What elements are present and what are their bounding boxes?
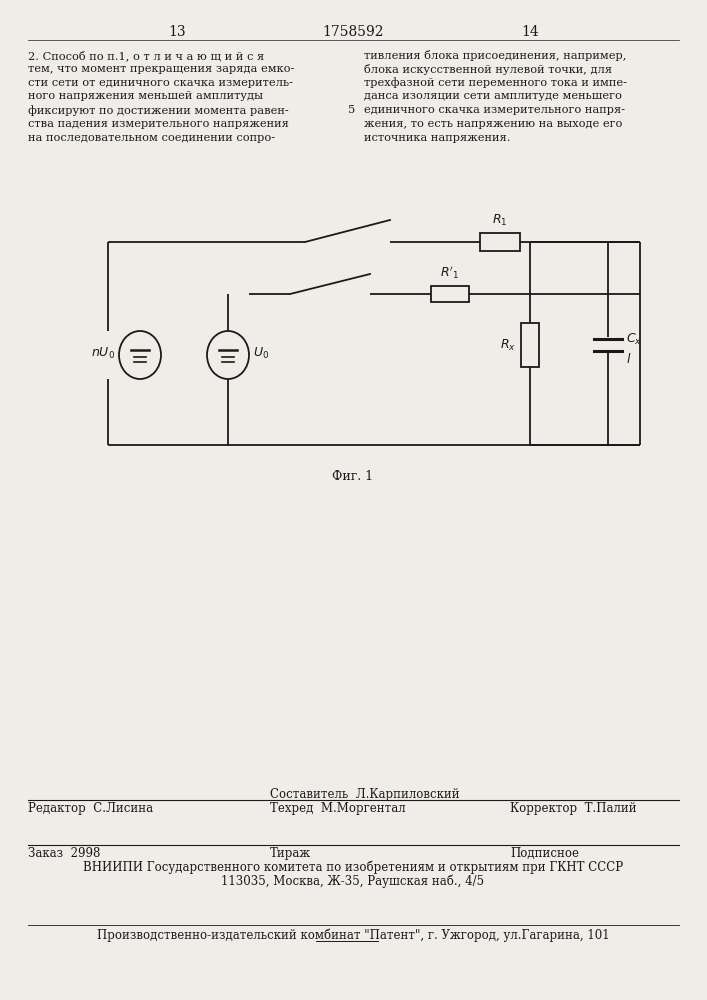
Text: единичного скачка измерительного напря-: единичного скачка измерительного напря-	[364, 105, 625, 115]
Ellipse shape	[119, 331, 161, 379]
Text: Редактор  С.Лисина: Редактор С.Лисина	[28, 802, 153, 815]
Text: $U_0$: $U_0$	[253, 345, 269, 361]
Text: 1758592: 1758592	[322, 25, 384, 39]
Text: 14: 14	[521, 25, 539, 39]
Text: $R'_1$: $R'_1$	[440, 264, 460, 281]
Text: ства падения измерительного напряжения: ства падения измерительного напряжения	[28, 119, 289, 129]
Text: $nU_0$: $nU_0$	[91, 345, 115, 361]
Text: Составитель  Л.Карпиловский: Составитель Л.Карпиловский	[270, 788, 460, 801]
Text: 13: 13	[168, 25, 186, 39]
Text: Корректор  Т.Палий: Корректор Т.Палий	[510, 802, 636, 815]
Text: трехфазной сети переменного тока и импе-: трехфазной сети переменного тока и импе-	[364, 78, 627, 88]
Text: тивления блока присоединения, например,: тивления блока присоединения, например,	[364, 50, 626, 61]
Text: $R_1$: $R_1$	[492, 213, 508, 228]
FancyBboxPatch shape	[521, 323, 539, 367]
Text: ВНИИПИ Государственного комитета по изобретениям и открытиям при ГКНТ СССР: ВНИИПИ Государственного комитета по изоб…	[83, 861, 623, 874]
Text: 2. Способ по п.1, о т л и ч а ю щ и й с я: 2. Способ по п.1, о т л и ч а ю щ и й с …	[28, 50, 264, 61]
Text: Тираж: Тираж	[270, 847, 311, 860]
FancyBboxPatch shape	[431, 286, 469, 302]
Text: Подписное: Подписное	[510, 847, 579, 860]
Text: источника напряжения.: источника напряжения.	[364, 133, 510, 143]
Text: ного напряжения меньшей амплитуды: ного напряжения меньшей амплитуды	[28, 91, 263, 101]
Text: жения, то есть напряжению на выходе его: жения, то есть напряжению на выходе его	[364, 119, 622, 129]
Text: $C_x$: $C_x$	[626, 331, 642, 347]
Text: 113035, Москва, Ж-35, Раушская наб., 4/5: 113035, Москва, Ж-35, Раушская наб., 4/5	[221, 875, 484, 888]
Text: сти сети от единичного скачка измеритель-: сти сети от единичного скачка измеритель…	[28, 78, 293, 88]
Text: Заказ  2998: Заказ 2998	[28, 847, 100, 860]
Text: 5: 5	[349, 105, 356, 115]
Text: $R_x$: $R_x$	[500, 337, 516, 353]
Text: фиксируют по достижении момента равен-: фиксируют по достижении момента равен-	[28, 105, 288, 116]
Text: данса изоляции сети амплитуде меньшего: данса изоляции сети амплитуде меньшего	[364, 91, 622, 101]
Text: тем, что момент прекращения заряда емко-: тем, что момент прекращения заряда емко-	[28, 64, 294, 74]
Text: блока искусственной нулевой точки, для: блока искусственной нулевой точки, для	[364, 64, 612, 75]
Text: Техред  М.Моргентал: Техред М.Моргентал	[270, 802, 406, 815]
Text: на последовательном соединении сопро-: на последовательном соединении сопро-	[28, 133, 275, 143]
FancyBboxPatch shape	[480, 233, 520, 251]
Text: $\mathit{l}$: $\mathit{l}$	[626, 352, 631, 366]
Text: Производственно-издательский комбинат "Патент", г. Ужгород, ул.Гагарина, 101: Производственно-издательский комбинат "П…	[97, 929, 609, 942]
Ellipse shape	[207, 331, 249, 379]
Text: Фиг. 1: Фиг. 1	[332, 470, 373, 483]
